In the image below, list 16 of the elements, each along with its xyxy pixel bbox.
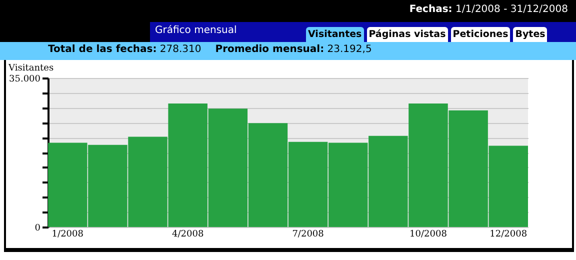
text: Promedio mensual: 23.192,5 [215,44,372,55]
x-tick-label: 12/2008 [490,230,528,240]
y-tick-label: 35.000 [9,74,41,84]
y-tick-label: 0 [34,224,41,234]
text: Páginas vistas [366,27,448,42]
chart-title: Gráfico mensual [155,25,237,36]
text: Visitantes [306,27,364,42]
text: Peticiones [450,27,510,42]
text: Fechas: 1/1/2008 - 31/12/2008 [409,4,568,15]
x-tick-label: 4/2008 [172,230,204,240]
x-tick-label: 7/2008 [292,230,324,240]
x-tick-label: 1/2008 [52,230,84,240]
x-tick-label: 10/2008 [410,230,448,240]
text: Total de las fechas: 278.310 [48,44,202,55]
text: Bytes [513,27,548,42]
y-axis-title: Visitantes [8,64,54,74]
